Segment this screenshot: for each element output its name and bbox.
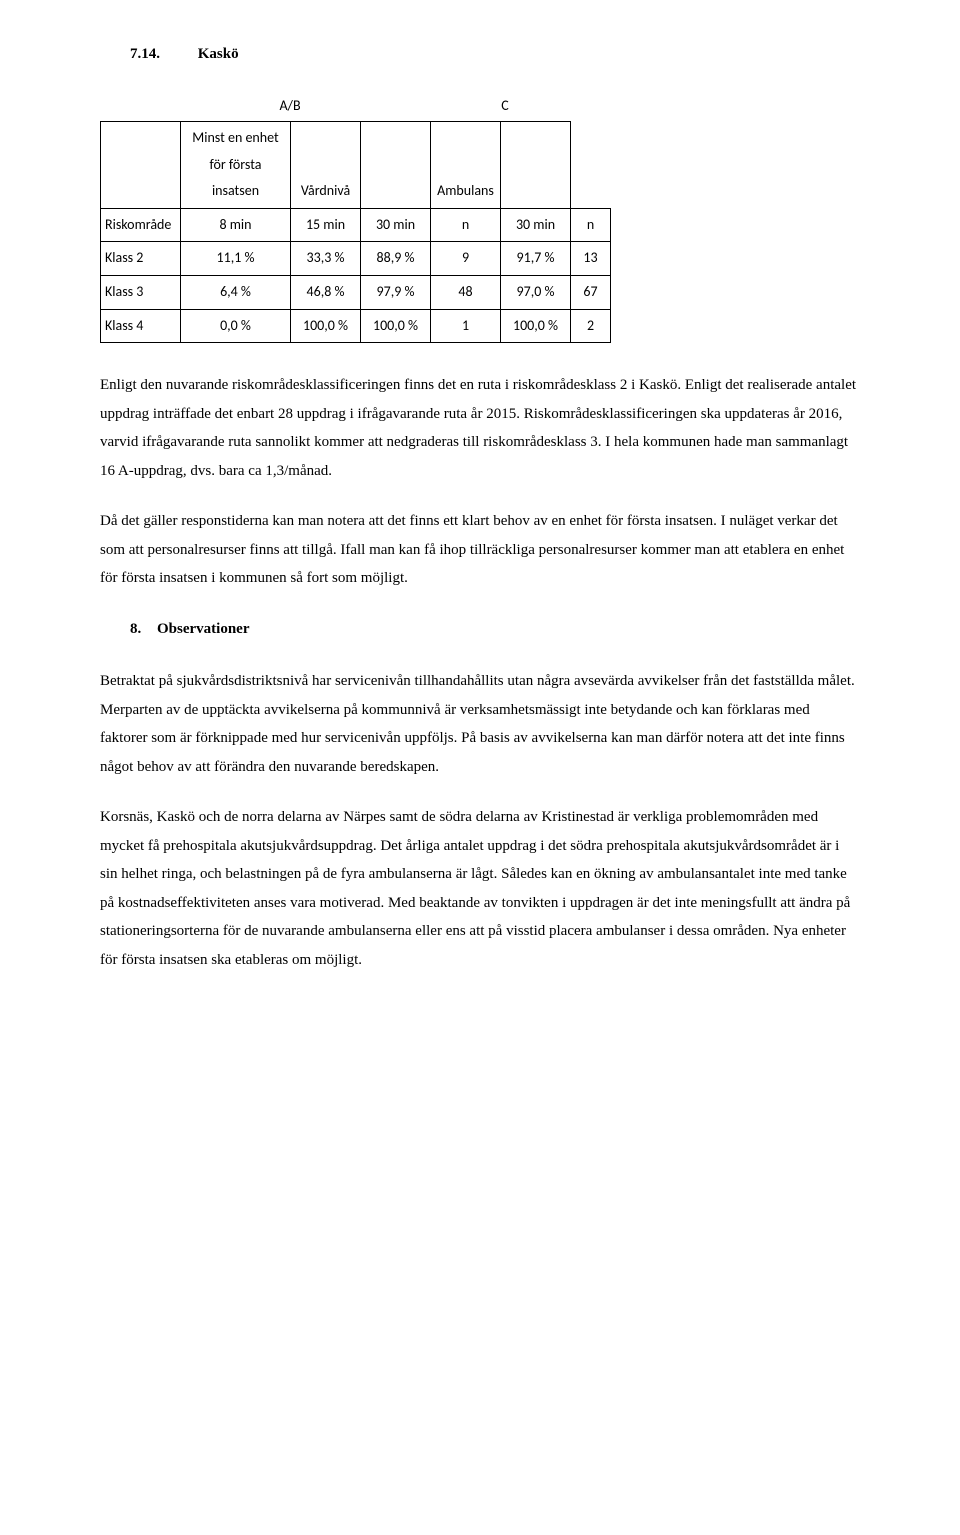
cell: 33,3 % xyxy=(291,242,361,276)
cell: 100,0 % xyxy=(501,309,571,343)
cell: 48 xyxy=(431,276,501,310)
paragraph-3: Betraktat på sjukvårdsdistriktsnivå har … xyxy=(100,667,860,781)
abc-super-header: A/B C xyxy=(180,93,860,120)
th-15min: 15 min xyxy=(291,208,361,242)
paragraph-2: Då det gäller responstiderna kan man not… xyxy=(100,507,860,593)
section-title: Kaskö xyxy=(198,46,239,62)
section-number: 7.14. xyxy=(130,46,160,62)
cell: 97,0 % xyxy=(501,276,571,310)
risk-table: Minst en enhet för första insatsen Vårdn… xyxy=(100,121,611,343)
paragraph-4: Korsnäs, Kaskö och de norra delarna av N… xyxy=(100,803,860,974)
table-row: Klass 2 11,1 % 33,3 % 88,9 % 9 91,7 % 13 xyxy=(101,242,611,276)
th-risk: Riskområde xyxy=(101,208,181,242)
th-n2: n xyxy=(571,208,611,242)
row-label: Klass 3 xyxy=(101,276,181,310)
cell: 11,1 % xyxy=(181,242,291,276)
th-30minb: 30 min xyxy=(501,208,571,242)
cell: 100,0 % xyxy=(361,309,431,343)
cell: 91,7 % xyxy=(501,242,571,276)
row-label: Klass 2 xyxy=(101,242,181,276)
section-heading-8: 8. Observationer xyxy=(130,615,860,644)
th-blank xyxy=(101,122,181,209)
cell: 0,0 % xyxy=(181,309,291,343)
th-amb: Ambulans xyxy=(431,122,501,209)
cell: 100,0 % xyxy=(291,309,361,343)
cell: 9 xyxy=(431,242,501,276)
th-blank2 xyxy=(501,122,571,209)
table-row: Klass 3 6,4 % 46,8 % 97,9 % 48 97,0 % 67 xyxy=(101,276,611,310)
th-n1: n xyxy=(431,208,501,242)
cell: 97,9 % xyxy=(361,276,431,310)
th-vard: Vårdnivå xyxy=(291,122,361,209)
row-label: Klass 4 xyxy=(101,309,181,343)
cell: 1 xyxy=(431,309,501,343)
cell: 13 xyxy=(571,242,611,276)
table-header-row-2: Riskområde 8 min 15 min 30 min n 30 min … xyxy=(101,208,611,242)
th-minst: Minst en enhet för första insatsen xyxy=(181,122,291,209)
cell: 6,4 % xyxy=(181,276,291,310)
c-label: C xyxy=(400,93,610,120)
cell: 88,9 % xyxy=(361,242,431,276)
th-blank1 xyxy=(361,122,431,209)
table-row: Klass 4 0,0 % 100,0 % 100,0 % 1 100,0 % … xyxy=(101,309,611,343)
section-heading-714: 7.14. Kaskö xyxy=(130,40,860,69)
th-8min: 8 min xyxy=(181,208,291,242)
table-header-row-1: Minst en enhet för första insatsen Vårdn… xyxy=(101,122,611,209)
cell: 46,8 % xyxy=(291,276,361,310)
cell: 67 xyxy=(571,276,611,310)
ab-label: A/B xyxy=(180,93,400,120)
th-30min: 30 min xyxy=(361,208,431,242)
obs-number: 8. xyxy=(130,621,141,637)
cell: 2 xyxy=(571,309,611,343)
paragraph-1: Enligt den nuvarande riskområdesklassifi… xyxy=(100,371,860,485)
obs-title: Observationer xyxy=(157,621,249,637)
